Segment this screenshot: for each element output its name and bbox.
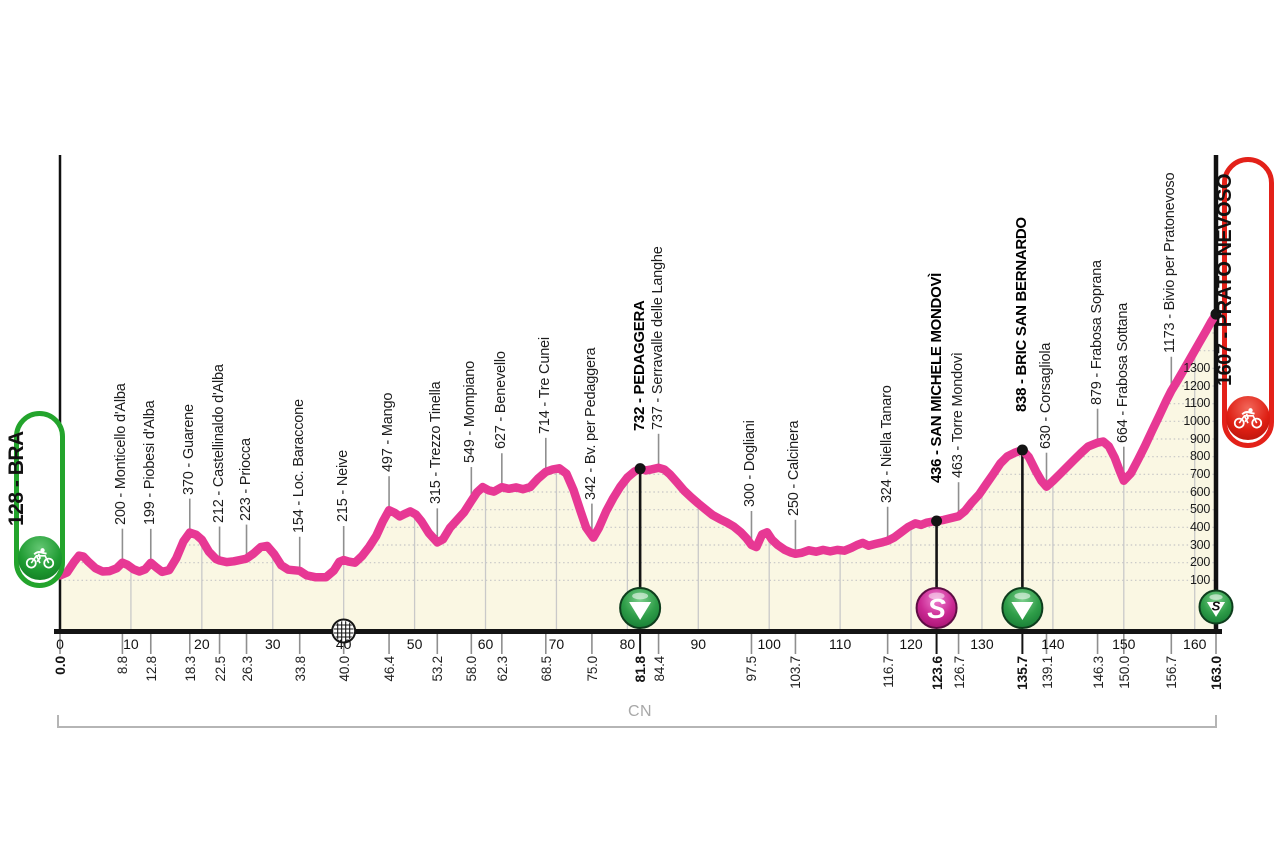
finish-badge: 1607 - PRATO NEVOSO bbox=[1214, 157, 1274, 448]
kom-icon bbox=[1001, 587, 1044, 629]
summit-dot bbox=[1016, 444, 1028, 456]
kom-icon bbox=[619, 587, 662, 629]
start-badge: 128 - BRA bbox=[5, 411, 65, 588]
finish-cyclist-icon bbox=[1226, 396, 1270, 440]
svg-text:S: S bbox=[1212, 599, 1221, 614]
svg-text:S: S bbox=[927, 593, 946, 624]
province-label: CN bbox=[627, 703, 653, 720]
start-badge-label: 128 - BRA bbox=[5, 431, 28, 526]
summit-dot bbox=[634, 463, 646, 475]
finish-badge-label: 1607 - PRATO NEVOSO bbox=[1214, 173, 1236, 386]
distance-axis bbox=[54, 629, 1222, 634]
finish-sprint-icon: S bbox=[1198, 589, 1234, 625]
sprint-icon: S bbox=[915, 587, 958, 629]
summit-dot bbox=[1210, 308, 1222, 320]
province-bracket bbox=[57, 715, 1217, 728]
summit-dot bbox=[931, 515, 943, 527]
feed-zone-icon bbox=[331, 618, 357, 644]
start-cyclist-icon bbox=[17, 536, 62, 580]
